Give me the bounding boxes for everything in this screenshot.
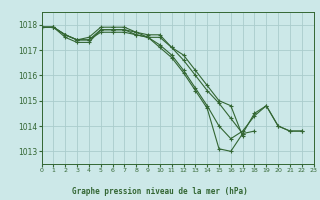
Text: Graphe pression niveau de la mer (hPa): Graphe pression niveau de la mer (hPa): [72, 187, 248, 196]
